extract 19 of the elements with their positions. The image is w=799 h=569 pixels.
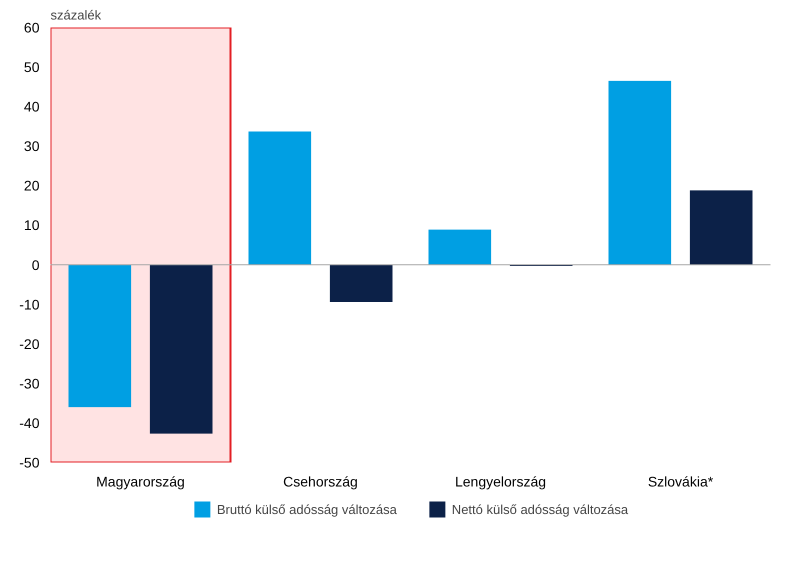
y-tick-label: 20 [24,178,40,194]
y-tick-label: 60 [24,20,40,36]
x-tick-label: Magyarország [96,474,185,490]
x-tick-label: Lengyelország [454,474,546,490]
y-tick-label: 50 [24,59,40,76]
y-tick-label: -40 [19,414,40,431]
legend-label: Bruttó külső adósság változása [216,502,397,516]
y-tick-label: -50 [19,454,40,470]
y-tick-label: -30 [19,375,40,392]
x-tick-label: Csehország [283,474,358,490]
y-tick-label: 0 [32,256,40,273]
x-tick-label: Szlovákia* [648,474,714,490]
y-tick-label: -10 [19,296,40,312]
y-tick-label: 30 [24,138,40,154]
y-tick-label: 40 [24,98,40,115]
y-tick-label: -20 [19,336,40,352]
legend-label: Nettó külső adósság változása [452,502,628,516]
y-axis-title: százalék [50,8,102,22]
y-tick-label: 10 [24,217,40,234]
